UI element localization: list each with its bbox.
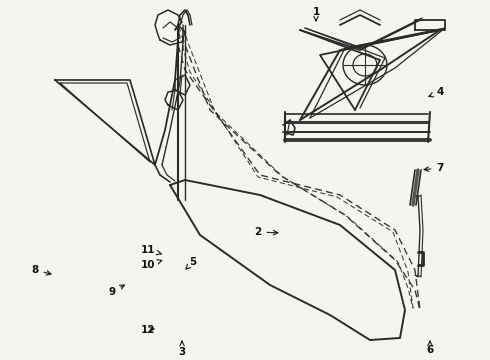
Text: 9: 9	[108, 285, 124, 297]
Text: 10: 10	[141, 260, 162, 270]
Text: 8: 8	[31, 265, 51, 275]
Text: 7: 7	[424, 163, 443, 173]
Text: 5: 5	[186, 257, 196, 269]
Text: 6: 6	[426, 341, 434, 355]
Text: 4: 4	[429, 87, 443, 97]
Text: 1: 1	[313, 7, 319, 21]
Text: 12: 12	[141, 325, 155, 335]
Text: 3: 3	[178, 341, 186, 357]
Text: 11: 11	[141, 245, 161, 255]
Text: 2: 2	[254, 227, 278, 237]
